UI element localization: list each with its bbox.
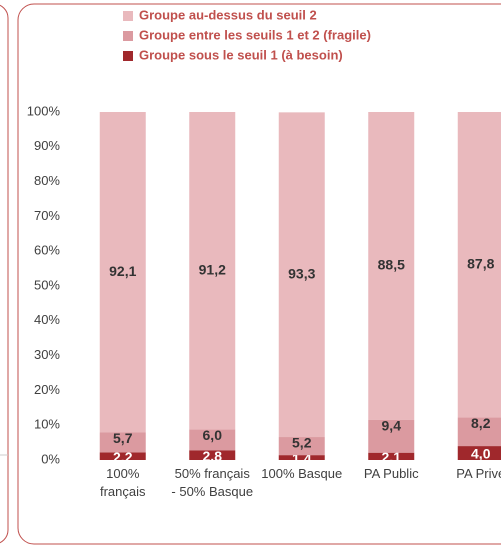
value-label: 4,0 xyxy=(471,446,491,462)
legend-swatch xyxy=(123,31,133,41)
value-label: 93,3 xyxy=(288,265,315,281)
bar-segment xyxy=(457,446,501,460)
value-label: 2,2 xyxy=(113,449,133,465)
bar-segment xyxy=(99,432,146,453)
value-label: 8,2 xyxy=(471,415,491,431)
bar-segment xyxy=(99,452,146,460)
legend-swatch xyxy=(123,11,133,21)
value-label: 91,2 xyxy=(199,261,226,277)
value-label: 6,0 xyxy=(203,427,223,443)
value-label: 88,5 xyxy=(378,257,405,273)
value-label: 2,1 xyxy=(382,449,402,465)
value-label: 9,4 xyxy=(382,418,402,434)
y-tick-label: 70% xyxy=(34,208,60,223)
bar-segment xyxy=(189,112,236,430)
value-label: 2,8 xyxy=(203,448,223,464)
bar-segment xyxy=(189,429,236,451)
x-tick-label: 50% français - 50% Basque xyxy=(171,466,253,499)
bar-segment xyxy=(368,419,415,453)
bar-segment xyxy=(368,452,415,460)
legend-label: Groupe sous le seuil 1 (à besoin) xyxy=(139,47,343,62)
x-tick-label: 100% français xyxy=(100,466,146,499)
y-tick-label: 10% xyxy=(34,417,60,432)
bar-segment xyxy=(99,112,146,433)
bar-segment xyxy=(278,112,325,438)
x-tick-label: PA Public xyxy=(364,466,419,481)
x-tick-label: PA Privé xyxy=(456,466,501,481)
y-tick-label: 40% xyxy=(34,312,60,327)
y-tick-label: 60% xyxy=(34,243,60,258)
bar-segment xyxy=(278,437,325,456)
value-label: 5,7 xyxy=(113,430,133,446)
x-tick-label: 100% Basque xyxy=(261,466,342,481)
bar-segment xyxy=(457,112,501,418)
left-panel xyxy=(0,4,9,544)
y-tick-label: 80% xyxy=(34,173,60,188)
y-tick-label: 100% xyxy=(27,103,61,118)
y-tick-label: 20% xyxy=(34,382,60,397)
bar-segment xyxy=(278,455,325,460)
value-label: 92,1 xyxy=(109,263,136,279)
legend-label: Groupe entre les seuils 1 et 2 (fragile) xyxy=(139,27,371,42)
legend-swatch xyxy=(123,51,133,61)
y-tick-label: 30% xyxy=(34,347,60,362)
y-tick-label: 0% xyxy=(41,451,60,466)
value-label: 5,2 xyxy=(292,435,312,451)
bar-segment xyxy=(189,450,236,460)
legend-label: Groupe au-dessus du seuil 2 xyxy=(139,7,317,22)
y-tick-label: 50% xyxy=(34,277,60,292)
bar-segment xyxy=(457,417,501,447)
bar-segment xyxy=(368,112,415,420)
chart-panel xyxy=(17,3,501,545)
y-tick-label: 90% xyxy=(34,138,60,153)
value-label: 87,8 xyxy=(467,255,494,271)
